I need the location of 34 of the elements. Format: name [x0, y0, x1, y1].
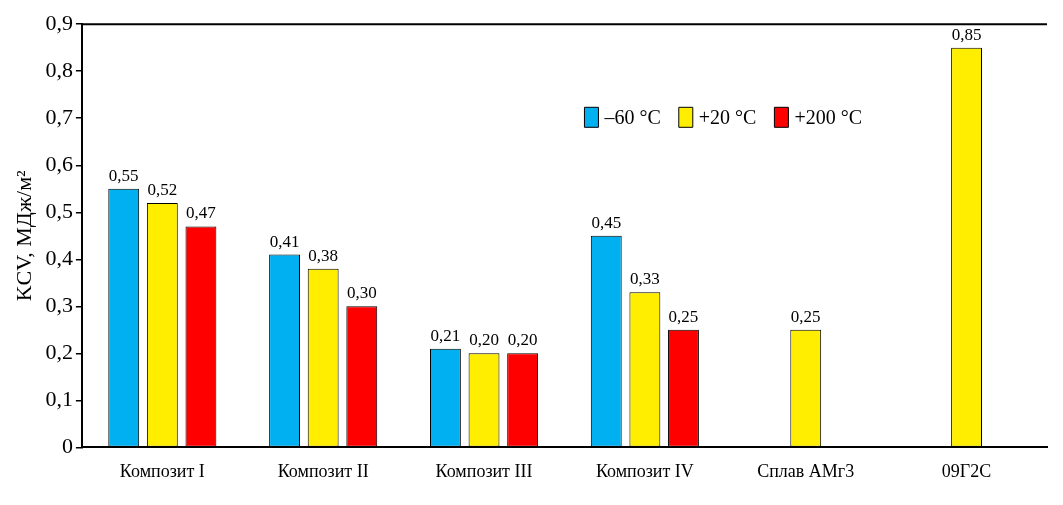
data-label: 0,25 — [790, 306, 821, 326]
data-label: 0,20 — [507, 330, 538, 350]
y-tick-label: 0,6 — [45, 151, 73, 177]
x-tick-label: Композит II — [277, 460, 369, 481]
data-label: 0,55 — [108, 165, 139, 185]
data-label: 0,30 — [346, 283, 377, 303]
data-label: 0,25 — [668, 306, 699, 326]
data-label: 0,41 — [269, 231, 300, 251]
legend-label: +20 °C — [698, 105, 757, 128]
x-tick-label: 09Г2С — [941, 460, 992, 481]
x-tick-label: Композит I — [119, 460, 205, 481]
x-tick-label: Композит III — [435, 460, 533, 481]
y-tick-label: 0,7 — [45, 104, 73, 130]
legend-label: +200 °C — [794, 105, 863, 128]
x-tick-label: Сплав АМг3 — [757, 460, 855, 481]
data-label: 0,38 — [308, 245, 339, 265]
y-tick-label: 0,3 — [45, 292, 73, 318]
data-label: 0,33 — [630, 269, 660, 289]
data-label: 0,85 — [951, 24, 982, 44]
data-label: 0,20 — [469, 330, 499, 350]
y-tick-label: 0,9 — [45, 9, 73, 35]
data-label: 0,47 — [186, 203, 217, 223]
data-label: 0,52 — [147, 179, 178, 199]
y-tick-label: 0,1 — [45, 386, 73, 412]
y-tick-label: 0,5 — [45, 198, 73, 224]
y-tick-label: 0 — [61, 433, 73, 459]
legend-label: –60 °C — [603, 105, 661, 128]
data-label: 0,45 — [591, 212, 622, 232]
y-tick-label: 0,4 — [45, 245, 73, 271]
x-tick-label: Композит IV — [595, 460, 694, 481]
data-label: 0,21 — [430, 325, 461, 345]
y-tick-label: 0,2 — [45, 339, 73, 365]
y-axis-title: KCV, МДж/м² — [10, 169, 36, 302]
y-tick-label: 0,8 — [45, 57, 73, 82]
